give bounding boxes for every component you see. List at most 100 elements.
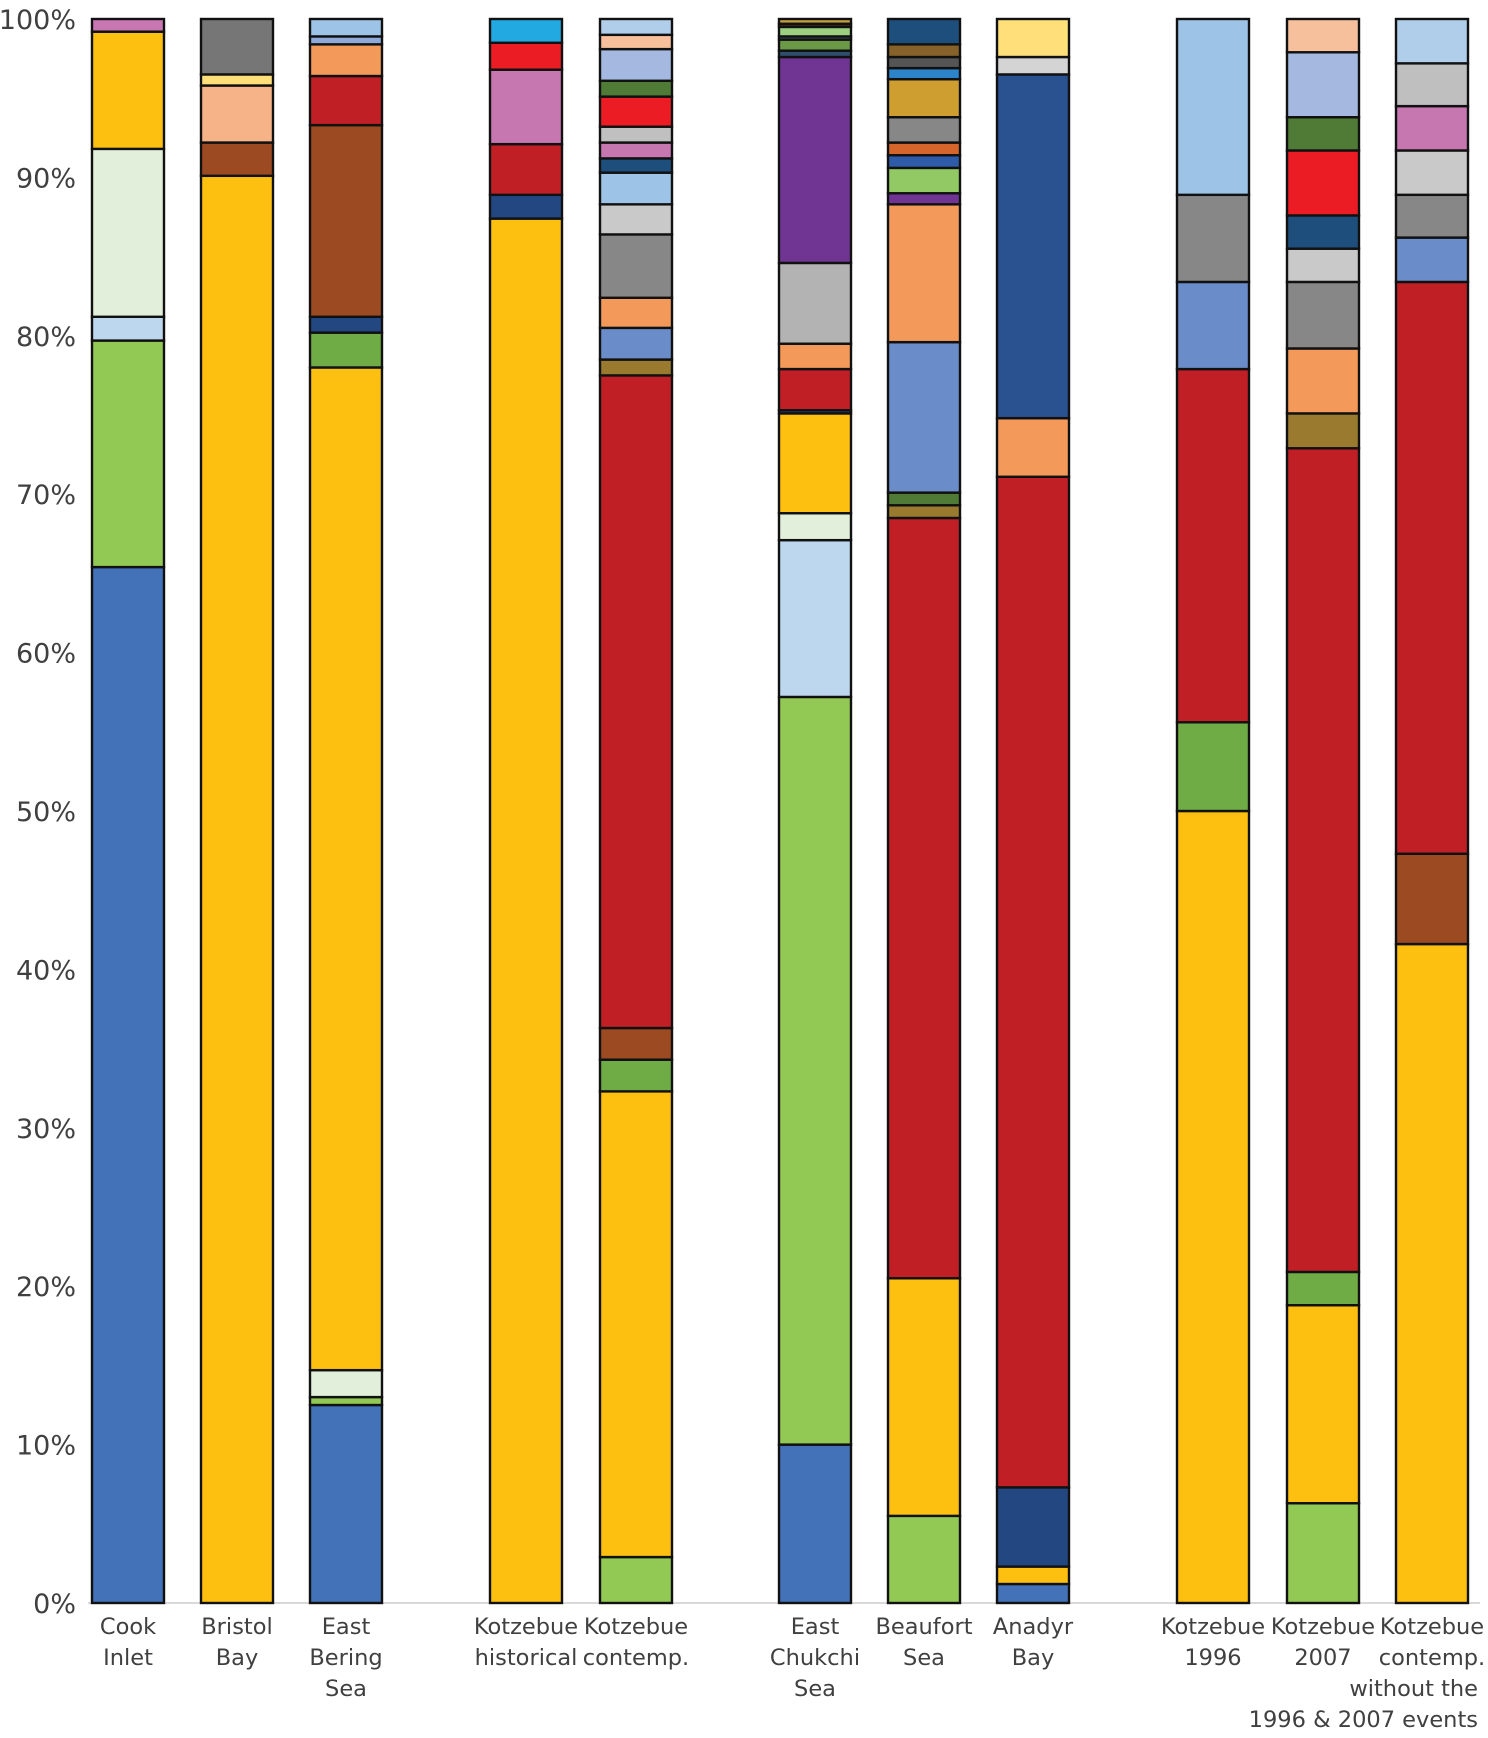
x-tick-label: Beaufort (875, 1614, 972, 1640)
bar-segment (995, 1486, 1071, 1568)
bar-segment (1285, 247, 1361, 284)
bar-segment (1394, 149, 1470, 197)
bar-segment (886, 491, 962, 507)
bar-segment (886, 141, 962, 157)
y-tick-label: 50% (16, 797, 76, 828)
bar-segment (90, 30, 166, 151)
x-tick-label: Cook (100, 1614, 156, 1640)
bar-stack (995, 17, 1071, 1605)
bar-segment (777, 1443, 853, 1605)
bar-segment (308, 74, 384, 127)
bar-segment (886, 154, 962, 170)
bar-segment (308, 366, 384, 1372)
bar-segment (995, 1582, 1071, 1605)
x-tick-label: 1996 (1184, 1645, 1241, 1671)
bar-segment (598, 233, 674, 299)
bar-segment (598, 141, 674, 160)
bar-segment (995, 17, 1071, 59)
bar-segment (995, 475, 1071, 1489)
bar-segment (308, 1368, 384, 1399)
bar-segment (1175, 193, 1251, 284)
x-tick-label: 2007 (1294, 1645, 1351, 1671)
bar-segment (886, 203, 962, 344)
bar-segment (886, 192, 962, 206)
bar-segment (598, 157, 674, 174)
bar-segment (1175, 280, 1251, 371)
bar-segment (886, 516, 962, 1280)
bar-segment (598, 1555, 674, 1605)
bar-segment (598, 125, 674, 144)
x-tick-label: Kotzebue (1161, 1614, 1265, 1640)
x-axis-labels: Cook Inlet Bristol Bay East Bering Sea Kotzebue… (100, 1614, 1485, 1733)
bar-segment (598, 17, 674, 37)
bar-segment (886, 504, 962, 520)
bar-segment (886, 166, 962, 195)
x-tick-label: Bay (216, 1645, 259, 1671)
bar-segment (488, 193, 564, 220)
bar-segment (1175, 367, 1251, 724)
y-tick-label: 40% (16, 955, 76, 986)
bar-segment (777, 512, 853, 542)
bar-segment (598, 47, 674, 82)
x-tick-label: without the (1349, 1676, 1478, 1702)
bar-segment (90, 147, 166, 318)
bar-segment (1394, 193, 1470, 239)
bar-segment (598, 95, 674, 128)
bar-segment (1175, 17, 1251, 197)
bar-segment (488, 41, 564, 71)
x-tick-label: Chukchi (770, 1645, 860, 1671)
bar-segment (1285, 214, 1361, 250)
x-tick-label: contemp. (1379, 1645, 1485, 1671)
x-tick-label: Sea (325, 1676, 367, 1702)
x-tick-label: Kotzebue (1380, 1614, 1484, 1640)
bar-stack (488, 17, 564, 1605)
x-tick-label: Bering (309, 1645, 382, 1671)
bar-stack (886, 17, 962, 1605)
bar-segment (488, 68, 564, 146)
bar-segment (598, 203, 674, 236)
x-tick-label: contemp. (583, 1645, 689, 1671)
bar-segment (199, 84, 275, 144)
bar-segment (1285, 1270, 1361, 1307)
y-tick-label: 10% (16, 1431, 76, 1462)
bar-segment (598, 79, 674, 98)
bar-segment (1285, 1304, 1361, 1505)
bar-segment (308, 315, 384, 334)
bar-segment (1285, 447, 1361, 1274)
x-tick-label: Bay (1012, 1645, 1055, 1671)
x-tick-label: 1996 & 2007 events (1249, 1707, 1478, 1733)
bar-stack (1175, 17, 1251, 1605)
bar-segment (308, 123, 384, 318)
bar-segment (1394, 104, 1470, 152)
bar-segment (488, 142, 564, 197)
bar-segment (598, 296, 674, 330)
bar-segment (598, 358, 674, 377)
bar-segment (777, 25, 853, 38)
bar-segment (1394, 236, 1470, 284)
x-tick-label: Bristol (201, 1614, 273, 1640)
x-tick-label: Kotzebue (584, 1614, 688, 1640)
bar-segment (1285, 1502, 1361, 1605)
bar-segment (199, 141, 275, 178)
bar-segment (777, 412, 853, 515)
x-tick-label: Sea (794, 1676, 836, 1702)
y-tick-label: 100% (0, 5, 76, 36)
bar-segment (886, 77, 962, 119)
bar-segment (777, 367, 853, 412)
bar-segment (995, 73, 1071, 420)
bar-segment (199, 17, 275, 76)
bar-segment (1285, 149, 1361, 217)
bar-segment (1285, 51, 1361, 119)
x-tick-label: East (791, 1614, 840, 1640)
bar-stack (90, 17, 166, 1605)
y-tick-label: 0% (33, 1589, 76, 1620)
bar-segment (1175, 809, 1251, 1605)
bar-segment (886, 66, 962, 81)
x-tick-label: Kotzebue (474, 1614, 578, 1640)
bar-segment (598, 1058, 674, 1093)
bar-segment (199, 73, 275, 87)
y-tick-label: 20% (16, 1272, 76, 1303)
bar-segment (1285, 280, 1361, 350)
bar-segment (777, 695, 853, 1446)
y-tick-label: 70% (16, 480, 76, 511)
